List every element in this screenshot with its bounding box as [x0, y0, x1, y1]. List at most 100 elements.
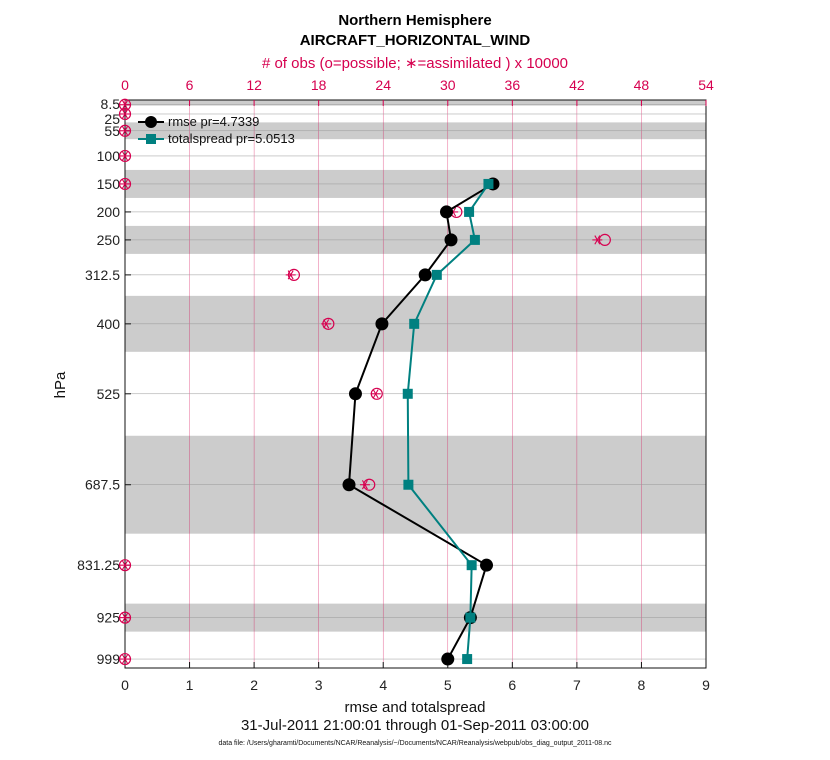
date-range: 31-Jul-2011 21:00:01 through 01-Sep-2011… [241, 717, 589, 734]
asterisk-stroke-0-2 [122, 100, 128, 110]
obs-assimilated-marker-6 [592, 235, 603, 245]
obs-assimilated-marker-11 [120, 560, 130, 570]
series-1-point-7 [466, 560, 477, 571]
x-tick-label-8: 8 [638, 677, 646, 693]
y-tick-label-2: 55 [104, 123, 120, 139]
obs-possible-marker-4 [118, 177, 132, 191]
obs-assimilated-marker-4 [120, 179, 130, 189]
x-tick-label-5: 5 [444, 677, 452, 693]
top-axis-ticks: 0 6 12 18 24 30 36 42 48 54 [121, 77, 714, 106]
asterisk-stroke-8-2 [323, 319, 330, 329]
series-0-point-3 [418, 268, 432, 282]
series-0-point-5 [348, 387, 362, 401]
series-0-point-4 [375, 317, 389, 331]
y-tick-label-11: 831.25 [77, 557, 120, 573]
series-1-point-4 [409, 318, 420, 329]
obs-possible-marker-13 [118, 652, 132, 666]
top-tick-label-1: 6 [186, 77, 194, 93]
top-tick-label-3: 18 [311, 77, 327, 93]
series-1-point-9 [462, 654, 473, 665]
series-0-point-1 [439, 205, 453, 219]
y-tick-label-1: 25 [104, 111, 120, 127]
obs-assimilated-marker-3 [120, 151, 130, 161]
grid-lines [124, 100, 707, 668]
series-1-point-5 [402, 388, 413, 399]
legend-spread-label: totalspread pr=5.0513 [168, 131, 295, 146]
y-tick-label-13: 999 [97, 651, 121, 667]
y-tick-label-12: 925 [97, 610, 121, 626]
obs-assimilated-marker-0 [120, 100, 130, 110]
top-tick-label-4: 24 [375, 77, 391, 93]
x-tick-label-3: 3 [315, 677, 323, 693]
obs-assimilated-marker-7 [285, 270, 296, 280]
obs-assimilated-marker-1 [120, 109, 130, 119]
obs-possible-marker-11 [118, 559, 132, 572]
asterisk-stroke-4-2 [122, 179, 128, 189]
asterisk-stroke-2-2 [122, 126, 128, 136]
asterisk-stroke-7-2 [287, 270, 294, 280]
y-tick-label-8: 400 [97, 316, 121, 332]
shaded-band-0 [125, 100, 706, 106]
legend: rmse pr=4.7339 totalspread pr=5.0513 [138, 114, 295, 146]
series-lines [342, 177, 500, 666]
asterisk-stroke-1-2 [122, 109, 128, 119]
x-tick-label-2: 2 [250, 677, 258, 693]
asterisk-stroke-9-2 [372, 389, 379, 399]
y-tick-label-9: 525 [97, 386, 121, 402]
obs-assimilated-marker-9 [370, 389, 381, 399]
obs-possible-marker-0 [118, 98, 132, 111]
series-1-point-2 [469, 234, 480, 245]
x-tick-label-6: 6 [508, 677, 516, 693]
legend-rmse-marker [145, 116, 157, 128]
obs-possible-marker-12 [118, 611, 132, 624]
top-tick-label-9: 54 [698, 77, 714, 93]
x-tick-label-4: 4 [379, 677, 387, 693]
y-axis-label: hPa [52, 371, 69, 398]
asterisk-stroke-6-2 [594, 235, 601, 245]
series-1-point-1 [464, 206, 475, 217]
series-line-0 [347, 183, 494, 660]
obs-possible-marker-1 [118, 107, 132, 121]
y-tick-label-5: 200 [97, 204, 121, 220]
plot-frame [124, 99, 707, 669]
y-tick-label-3: 100 [97, 148, 121, 164]
legend-spread-marker [146, 134, 156, 144]
y-tick-label-6: 250 [97, 232, 121, 248]
x-tick-label-7: 7 [573, 677, 581, 693]
data-file-note: data file: /Users/gharamti/Documents/NCA… [218, 740, 612, 747]
series-1-point-8 [465, 612, 476, 623]
series-0-point-9 [441, 652, 455, 666]
obs-possible-marker-2 [118, 124, 132, 137]
y-tick-label-0: 8.5 [101, 96, 121, 112]
series-1-point-6 [403, 479, 414, 490]
obs-assimilated-marker-8 [321, 319, 332, 329]
legend-rmse-label: rmse pr=4.7339 [168, 114, 259, 129]
series-line-1 [406, 183, 490, 660]
series-0-point-7 [480, 558, 494, 572]
asterisk-stroke-11-2 [122, 560, 128, 570]
obs-count-markers [118, 98, 611, 666]
chart-subtitle: AIRCRAFT_HORIZONTAL_WIND [300, 32, 531, 49]
x-axis-label: rmse and totalspread [345, 699, 486, 716]
top-tick-label-0: 0 [121, 77, 129, 93]
x-tick-label-0: 0 [121, 677, 129, 693]
obs-assimilated-marker-12 [120, 613, 130, 623]
top-tick-label-2: 12 [246, 77, 262, 93]
series-1-point-0 [483, 178, 494, 189]
obs-assimilated-marker-2 [120, 126, 130, 136]
y-tick-label-4: 150 [97, 176, 121, 192]
top-tick-label-8: 48 [634, 77, 650, 93]
asterisk-stroke-10-2 [361, 480, 368, 490]
obs-assimilated-marker-10 [359, 480, 370, 490]
top-tick-label-5: 30 [440, 77, 456, 93]
asterisk-stroke-12-2 [122, 613, 128, 623]
series-1-point-3 [431, 269, 442, 280]
asterisk-stroke-3-2 [122, 151, 128, 161]
x-axis-ticks: 0 1 2 3 4 5 6 7 8 9 [121, 662, 710, 693]
top-axis-label: # of obs (o=possible; ∗=assimilated ) x … [262, 55, 568, 72]
obs-assimilated-marker-13 [120, 654, 130, 664]
x-tick-label-9: 9 [702, 677, 710, 693]
asterisk-stroke-13-2 [122, 654, 128, 664]
